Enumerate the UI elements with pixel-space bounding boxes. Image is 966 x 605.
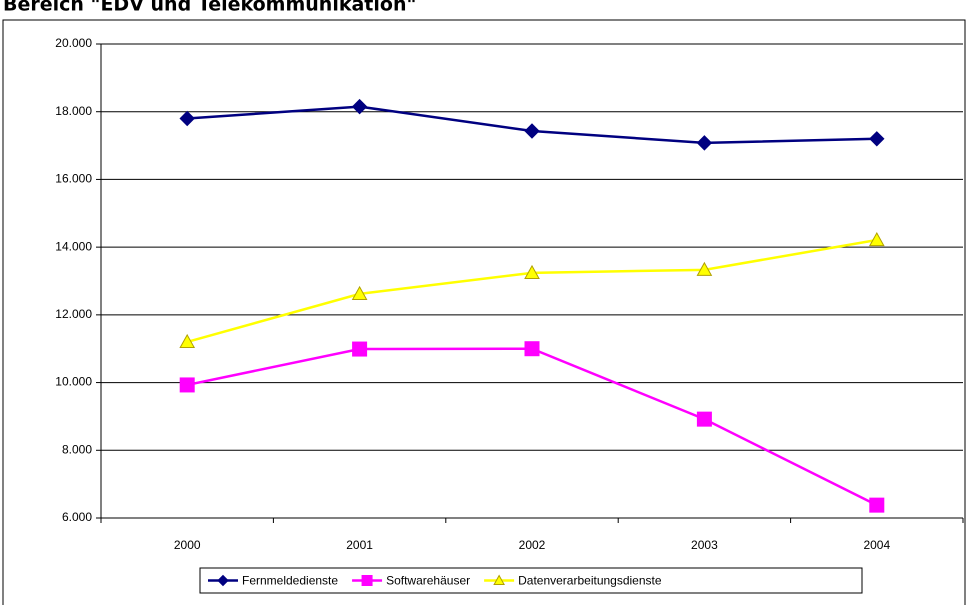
marker — [868, 232, 885, 247]
marker — [179, 377, 195, 393]
x-tick-label: 2002 — [519, 538, 546, 552]
x-tick-label: 2004 — [863, 538, 890, 552]
marker — [696, 411, 712, 427]
marker — [524, 264, 540, 279]
y-tick-label: 12.000 — [55, 307, 92, 321]
marker — [869, 131, 885, 147]
x-tick-label: 2000 — [174, 538, 201, 552]
chart-frame — [2, 19, 966, 605]
marker — [352, 341, 368, 357]
marker — [524, 123, 540, 139]
legend-label: Fernmeldedienste — [242, 574, 338, 588]
x-tick-label: 2001 — [346, 538, 373, 552]
marker — [869, 497, 885, 513]
y-tick-label: 20.000 — [55, 36, 92, 50]
y-tick-label: 8.000 — [62, 442, 92, 456]
marker — [351, 98, 368, 115]
y-tick-label: 16.000 — [55, 172, 92, 186]
x-tick-label: 2003 — [691, 538, 718, 552]
y-tick-label: 18.000 — [55, 104, 92, 118]
marker — [696, 135, 713, 151]
marker — [179, 333, 196, 349]
legend-marker — [493, 574, 505, 585]
marker — [524, 341, 540, 357]
y-tick-label: 6.000 — [62, 510, 92, 524]
y-tick-label: 14.000 — [55, 239, 92, 253]
legend-label: Datenverarbeitungsdienste — [518, 574, 662, 588]
marker — [696, 261, 713, 276]
legend-marker — [361, 575, 373, 586]
marker — [179, 110, 195, 127]
y-tick-label: 10.000 — [55, 375, 92, 389]
chart-title: Bereich "EDV und Telekommunikation" — [3, 0, 416, 16]
marker — [351, 285, 368, 300]
legend-label: Softwarehäuser — [386, 574, 470, 588]
legend-marker — [217, 574, 229, 587]
legend-box — [199, 567, 863, 594]
